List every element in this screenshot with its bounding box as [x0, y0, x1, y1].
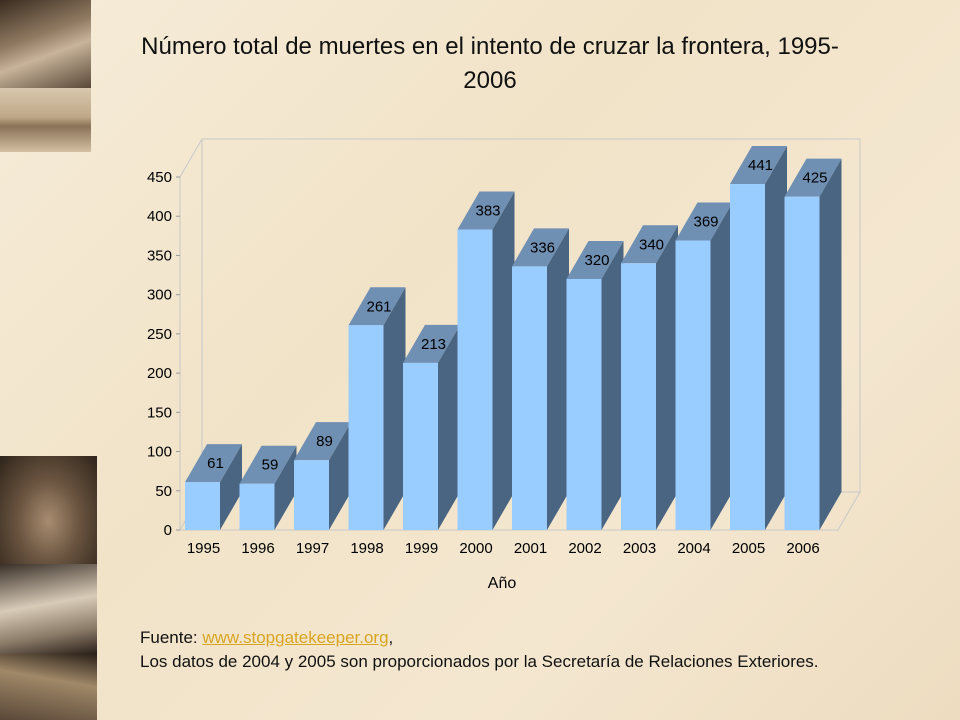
bar-side	[329, 422, 351, 530]
y-tick-label: 200	[147, 365, 172, 382]
y-tick-label: 450	[147, 169, 172, 186]
photo-rowboat	[0, 0, 91, 88]
photo-dancer	[0, 654, 97, 720]
x-tick-label: 1995	[187, 540, 220, 557]
data-label: 89	[316, 433, 333, 450]
bar-1999	[403, 362, 438, 530]
data-label: 213	[421, 336, 446, 353]
data-label: 61	[207, 455, 224, 472]
bar-side	[765, 146, 787, 530]
bar-2003	[621, 263, 656, 530]
x-tick-label: 1997	[296, 540, 329, 557]
bar-top	[403, 324, 460, 363]
y-tick-label: 400	[147, 208, 172, 225]
bar-top	[675, 202, 733, 241]
x-tick-label: 1998	[350, 540, 383, 557]
x-tick-label: 2006	[786, 540, 819, 557]
bar-2001	[512, 266, 547, 530]
bar-top	[512, 228, 569, 267]
x-tick-label: 2000	[459, 540, 492, 557]
bar-2002	[566, 278, 602, 530]
bar-side	[383, 287, 406, 530]
data-label: 441	[748, 157, 773, 174]
bar-2005	[730, 184, 765, 530]
bar-side	[438, 324, 460, 530]
chart-side-edge	[179, 138, 203, 178]
source-note: Fuente: www.stopgatekeeper.org, Los dato…	[140, 626, 930, 674]
x-tick-label: 2004	[677, 540, 710, 557]
data-label: 425	[802, 170, 827, 187]
y-tick-label: 50	[155, 483, 172, 500]
photo-angel-figure	[0, 564, 97, 654]
bar-top	[348, 287, 406, 326]
photo-child-portrait	[0, 456, 97, 564]
bar-side	[710, 202, 733, 531]
bar-side	[601, 240, 624, 530]
bar-top	[294, 422, 351, 461]
bar-side	[274, 445, 297, 530]
y-tick-label: 0	[164, 522, 172, 539]
bar-top	[566, 240, 624, 279]
x-tick-label: 2001	[514, 540, 547, 557]
bar-1997	[294, 460, 329, 530]
bar-top	[239, 445, 297, 484]
x-tick-label: 2002	[568, 540, 601, 557]
bar-2006	[784, 196, 820, 530]
y-tick-label: 350	[147, 247, 172, 264]
bar-side	[656, 225, 678, 531]
bar-top	[621, 225, 678, 264]
bar-side	[220, 444, 242, 530]
data-label: 59	[262, 457, 279, 474]
data-label: 336	[530, 239, 555, 256]
bar-side	[819, 158, 842, 530]
bar-1995	[185, 482, 220, 530]
y-tick-label: 250	[147, 326, 172, 343]
source-suffix: ,	[388, 628, 394, 647]
y-tick-label: 150	[147, 404, 172, 421]
bar-side	[547, 228, 569, 530]
bar-1998	[348, 325, 384, 530]
source-prefix: Fuente:	[140, 628, 203, 647]
data-label: 340	[639, 236, 664, 253]
chart-title: Número total de muertes en el intento de…	[141, 33, 839, 94]
bar-top	[784, 158, 842, 197]
source-link[interactable]: www.stopgatekeeper.org	[202, 628, 389, 647]
source-footnote: Los datos de 2004 y 2005 son proporciona…	[140, 652, 819, 671]
bar-side	[492, 191, 515, 530]
y-tick-label: 100	[147, 444, 172, 461]
bar-2000	[457, 229, 493, 530]
bar-top	[730, 146, 787, 185]
x-tick-label: 2005	[732, 540, 765, 557]
x-axis-label: Año	[488, 575, 517, 592]
bar-top	[457, 191, 515, 230]
data-label: 369	[693, 214, 718, 231]
data-label: 383	[475, 203, 500, 220]
bar-1996	[239, 483, 275, 530]
data-label: 261	[366, 298, 391, 315]
x-tick-label: 2003	[623, 540, 656, 557]
data-label: 320	[584, 252, 609, 269]
photo-desert-figures	[0, 88, 91, 152]
y-tick-label: 300	[147, 287, 172, 304]
bar-2004	[675, 240, 711, 531]
x-tick-label: 1999	[405, 540, 438, 557]
bar-top	[185, 444, 242, 483]
x-tick-label: 1996	[241, 540, 274, 557]
